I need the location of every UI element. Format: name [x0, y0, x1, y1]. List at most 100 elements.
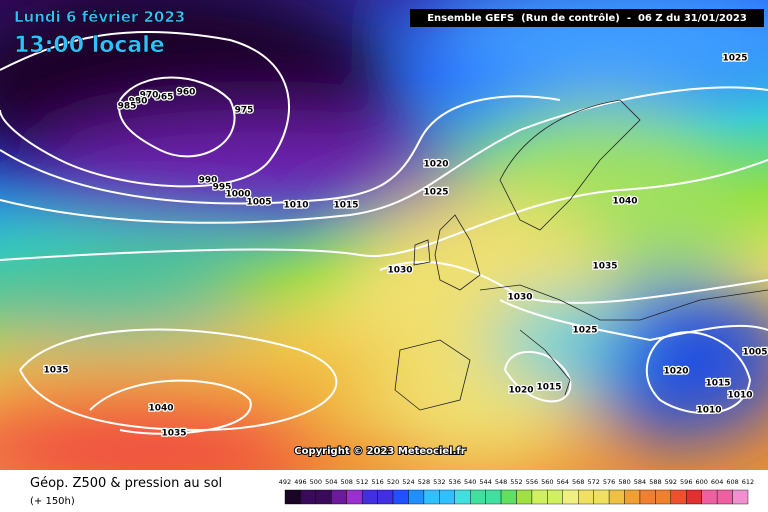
scale-swatch: [454, 489, 471, 505]
scale-tick-label: 556: [526, 478, 538, 486]
scale-swatch: [408, 489, 425, 505]
scale-tick-label: 608: [726, 478, 738, 486]
scale-tick-label: 604: [711, 478, 723, 486]
scale-tick-label: 528: [418, 478, 430, 486]
isobar-label: 970: [140, 91, 159, 101]
footer-lead-time: (+ 150h): [30, 496, 75, 507]
color-scale: 492 496 500 504 508 512 516 520 524 528 532 536 540 5…: [279, 478, 754, 505]
scale-tick-label: 512: [356, 478, 368, 486]
scale-swatch: [485, 489, 502, 505]
scale-tick-label: 540: [464, 478, 476, 486]
scale-swatch: [284, 489, 301, 505]
isobar-label: 1015: [333, 201, 358, 211]
scale-tick-label: 584: [634, 478, 646, 486]
scale-swatch: [500, 489, 517, 505]
scale-swatch: [361, 489, 378, 505]
scale-tick-label: 596: [680, 478, 692, 486]
scale-tick-label: 572: [587, 478, 599, 486]
scale-tick-label: 564: [557, 478, 569, 486]
scale-swatch: [439, 489, 455, 505]
copyright: Copyright © 2023 Meteociel.fr: [294, 446, 465, 457]
time-label: 13:00 locale: [14, 33, 165, 58]
isobar-label: 985: [118, 102, 137, 112]
scale-swatch: [392, 489, 409, 505]
scale-tick-label: 500: [310, 478, 322, 486]
isobar-label: 965: [155, 93, 174, 103]
isobar-label: 980: [129, 97, 148, 107]
scale-swatch: [331, 489, 347, 505]
isobar-label: 1035: [43, 366, 68, 376]
scale-tick-label: 544: [479, 478, 491, 486]
isobar-label: 1015: [705, 379, 730, 389]
scale-swatch: [470, 489, 486, 505]
scale-swatch: [686, 489, 702, 505]
isobar-label: 1025: [572, 326, 597, 336]
scale-swatch: [377, 489, 394, 505]
scale-tick-label: 548: [495, 478, 507, 486]
isobar-label: 1035: [592, 262, 617, 272]
scale-tick-label: 536: [449, 478, 461, 486]
scale-swatch: [608, 489, 625, 505]
isobar-label: 1040: [612, 197, 637, 207]
isobar-label: 1005: [246, 198, 271, 208]
scale-tick-label: 524: [402, 478, 414, 486]
isobar-label: 1010: [696, 406, 721, 416]
isobars: [0, 31, 768, 435]
scale-tick-label: 600: [695, 478, 707, 486]
isobar-label: 1035: [161, 429, 186, 439]
scale-tick-label: 496: [294, 478, 306, 486]
scale-tick-label: 592: [665, 478, 677, 486]
scale-swatch: [346, 489, 363, 505]
isobar-label: 1020: [508, 386, 533, 396]
footer-title: Géop. Z500 & pression au sol: [30, 476, 222, 491]
isobar-label: 1015: [536, 383, 561, 393]
scale-swatch: [516, 489, 533, 505]
scale-tick-label: 588: [649, 478, 661, 486]
isobar-label: 1010: [727, 391, 752, 401]
isobar-label: 1020: [663, 367, 688, 377]
isobar-label: 995: [213, 183, 232, 193]
scale-tick-label: 508: [341, 478, 353, 486]
scale-tick-label: 504: [325, 478, 337, 486]
isobar-label: 960: [177, 88, 196, 98]
scale-swatch: [670, 489, 687, 505]
scale-swatch: [655, 489, 672, 505]
background-field: [0, 0, 768, 490]
isobar-label: 1000: [225, 190, 250, 200]
scale-tick-label: 568: [572, 478, 584, 486]
coastlines: [394, 99, 768, 411]
scale-swatch: [423, 489, 440, 505]
scale-tick-label: 612: [742, 478, 754, 486]
isobar-label: 1030: [507, 293, 532, 303]
isobar-label: 1020: [423, 160, 448, 170]
scale-swatch: [716, 489, 733, 505]
isobar-label: 1005: [742, 348, 767, 358]
model-label: Ensemble GEFS (Run de contrôle) - 06 Z d…: [427, 12, 747, 24]
isobar-label: 1010: [283, 201, 308, 211]
scale-swatch: [531, 489, 548, 505]
scale-tick-label: 580: [618, 478, 630, 486]
scale-swatch: [578, 489, 594, 505]
scale-swatch: [624, 489, 641, 505]
scale-swatch: [315, 489, 332, 505]
scale-swatch: [300, 489, 317, 505]
isobar-label: 1040: [148, 404, 173, 414]
scale-tick-label: 532: [433, 478, 445, 486]
scale-tick-label: 492: [279, 478, 291, 486]
scale-tick-label: 516: [371, 478, 383, 486]
scale-tick-label: 552: [510, 478, 522, 486]
scale-tick-label: 520: [387, 478, 399, 486]
scale-swatch: [547, 489, 563, 505]
isobar-label: 990: [199, 176, 218, 186]
isobar-label: 1030: [387, 266, 412, 276]
isobar-label: 975: [235, 106, 254, 116]
isobar-label: 1025: [423, 188, 448, 198]
model-banner: [410, 9, 764, 27]
scale-swatch: [732, 489, 749, 505]
scale-tick-label: 576: [603, 478, 615, 486]
scale-swatch: [562, 489, 579, 505]
scale-swatch: [639, 489, 656, 505]
scale-tick-label: 560: [541, 478, 553, 486]
isobar-label: 1025: [722, 54, 747, 64]
